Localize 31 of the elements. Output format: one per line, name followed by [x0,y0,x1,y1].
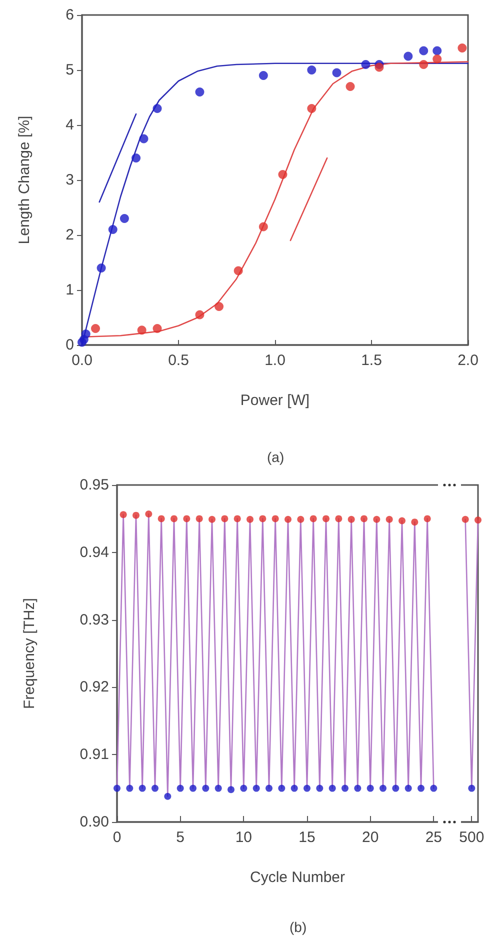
x-tick-label: 0.5 [168,352,189,369]
x-tick-label: 20 [362,829,379,846]
x-axis-title: Cycle Number [250,869,346,886]
y-tick-label: 0.95 [80,476,109,494]
x-tick-label: 15 [298,829,316,846]
x-tick-label: 10 [235,829,252,846]
y-tick-label: 0.91 [80,746,109,764]
x-tick-label: 5 [176,829,185,846]
y-tick-label: 2 [66,226,74,244]
x-tick-label: 1.0 [264,352,286,369]
x-tick-label: 1.5 [361,352,382,369]
y-axis-title: Length Change [%] [16,116,33,244]
y-tick-label: 6 [66,6,74,24]
y-tick-label: 5 [66,62,74,78]
text: (a) [267,449,284,465]
y-tick-label: 0.92 [80,678,109,696]
x-tick-label: 0.0 [72,352,92,369]
y-tick-label: 1 [66,282,74,298]
x-axis-title: Power [W] [240,392,310,409]
y-tick-label: 0.93 [80,611,109,628]
y-tick-label: 4 [66,116,74,134]
y-tick-label: 0 [66,336,74,354]
y-tick-label: 3 [66,172,74,188]
x-tick-label: 500 [459,829,484,846]
y-tick-label: 0.94 [80,544,109,561]
x-tick-label: 25 [425,829,442,846]
x-tick-label: 0 [112,829,122,846]
x-tick-label: 2.0 [458,352,478,369]
y-tick-label: 0.90 [80,814,109,830]
text: (b) [290,919,307,935]
y-axis-title: Frequency [THz] [21,598,38,709]
